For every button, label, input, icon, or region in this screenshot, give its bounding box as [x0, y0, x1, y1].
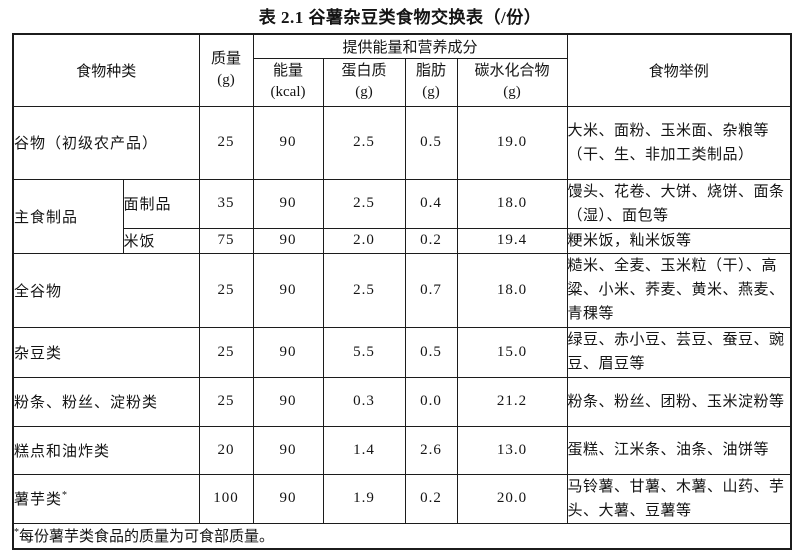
table-row-legumes: 杂豆类 25 90 5.5 0.5 15.0 绿豆、赤小豆、芸豆、蚕豆、豌豆、眉… — [12, 326, 792, 378]
cell-examples: 大米、面粉、玉米面、杂粮等（干、生、非加工类制品） — [566, 105, 792, 180]
table-row-grains: 谷物（初级农产品） 25 90 2.5 0.5 19.0 大米、面粉、玉米面、杂… — [12, 105, 792, 180]
header-carb-name: 碳水化合物 — [474, 63, 550, 79]
header-protein-name: 蛋白质 — [341, 63, 387, 79]
table-row-starch: 粉条、粉丝、淀粉类 25 90 0.3 0.0 21.2 粉条、粉丝、团粉、玉米… — [12, 376, 792, 427]
table-row-tubers: 薯芋类* 100 90 1.9 0.2 20.0 马铃薯、甘薯、木薯、山药、芋头… — [12, 473, 792, 524]
cell-fat: 0.5 — [404, 105, 458, 180]
cell-food-type: 糕点和油炸类 — [12, 425, 200, 475]
header-fat-name: 脂肪 — [416, 63, 447, 79]
header-energy-unit: (kcal) — [270, 84, 306, 100]
cell-mass: 100 — [198, 473, 254, 524]
cell-mass: 20 — [198, 425, 254, 475]
cell-protein: 2.0 — [322, 227, 406, 254]
cell-energy: 90 — [252, 473, 324, 524]
cell-mass: 35 — [198, 178, 254, 229]
cell-mass: 25 — [198, 105, 254, 180]
cell-mass: 25 — [198, 252, 254, 328]
food-exchange-table: 食物种类 质量 (g) 提供能量和营养成分 食物举例 能量 (kcal) 蛋白质… — [12, 33, 793, 550]
cell-protein: 0.3 — [322, 376, 406, 427]
cell-carb: 15.0 — [456, 326, 568, 378]
table-row-staple-flour: 主食制品 面制品 35 90 2.5 0.4 18.0 馒头、花卷、大饼、烧饼、… — [12, 178, 792, 254]
cell-fat: 0.4 — [404, 178, 458, 229]
cell-protein: 2.5 — [322, 252, 406, 328]
table-footer: *每份薯芋类食品的质量为可食部质量。 — [12, 522, 792, 550]
table-body: 谷物（初级农产品） 25 90 2.5 0.5 19.0 大米、面粉、玉米面、杂… — [12, 105, 792, 524]
cell-food-type: 谷物（初级农产品） — [12, 105, 200, 180]
footnote-cell: *每份薯芋类食品的质量为可食部质量。 — [12, 522, 792, 550]
header-fat: 脂肪 (g) — [404, 57, 458, 107]
cell-examples: 粉条、粉丝、团粉、玉米淀粉等 — [566, 376, 792, 427]
header-row-group: 食物种类 质量 (g) 提供能量和营养成分 食物举例 — [12, 33, 792, 107]
cell-fat: 0.2 — [404, 473, 458, 524]
cell-protein: 2.5 — [322, 105, 406, 180]
cell-examples: 蛋糕、江米条、油条、油饼等 — [566, 425, 792, 475]
footnote-ref-marker: * — [62, 490, 69, 501]
cell-carb: 20.0 — [456, 473, 568, 524]
table-row-pastry: 糕点和油炸类 20 90 1.4 2.6 13.0 蛋糕、江米条、油条、油饼等 — [12, 425, 792, 475]
cell-food-group: 主食制品 — [12, 178, 124, 254]
cell-energy: 90 — [252, 326, 324, 378]
cell-carb: 19.4 — [456, 227, 568, 254]
header-nutrition-group: 提供能量和营养成分 — [252, 33, 568, 59]
table-header: 食物种类 质量 (g) 提供能量和营养成分 食物举例 能量 (kcal) 蛋白质… — [12, 33, 792, 107]
table-row-staple-rice: 米饭 75 90 2.0 0.2 19.4 粳米饭，籼米饭等 — [13, 227, 792, 254]
header-protein: 蛋白质 (g) — [322, 57, 406, 107]
footnote-marker: * — [14, 527, 19, 539]
cell-fat: 0.5 — [404, 326, 458, 378]
cell-examples: 糙米、全麦、玉米粒（干）、高粱、小米、荞麦、黄米、燕麦、青稞等 — [566, 252, 792, 328]
cell-fat: 2.6 — [404, 425, 458, 475]
cell-examples: 马铃薯、甘薯、木薯、山药、芋头、大薯、豆薯等 — [566, 473, 792, 524]
cell-energy: 90 — [252, 425, 324, 475]
table-row-wholegrains: 全谷物 25 90 2.5 0.7 18.0 糙米、全麦、玉米粒（干）、高粱、小… — [12, 252, 792, 328]
cell-carb: 19.0 — [456, 105, 568, 180]
cell-examples: 馒头、花卷、大饼、烧饼、面条（湿）、面包等 — [566, 178, 792, 229]
cell-carb: 18.0 — [456, 178, 568, 229]
header-energy-name: 能量 — [273, 63, 304, 79]
footnote-text: 每份薯芋类食品的质量为可食部质量。 — [19, 529, 275, 546]
header-examples: 食物举例 — [566, 33, 792, 107]
cell-protein: 2.5 — [322, 178, 406, 229]
header-mass-unit: (g) — [217, 72, 235, 89]
header-mass: 质量 (g) — [198, 33, 254, 107]
header-carb: 碳水化合物 (g) — [456, 57, 568, 107]
cell-energy: 90 — [252, 105, 324, 180]
cell-examples: 绿豆、赤小豆、芸豆、蚕豆、豌豆、眉豆等 — [566, 326, 792, 378]
header-row-sub: 能量 (kcal) 蛋白质 (g) 脂肪 (g) 碳水化合物 (g) — [13, 57, 791, 107]
header-carb-unit: (g) — [503, 84, 521, 100]
header-food-type: 食物种类 — [12, 33, 200, 107]
cell-protein: 1.9 — [322, 473, 406, 524]
cell-carb: 18.0 — [456, 252, 568, 328]
cell-carb: 21.2 — [456, 376, 568, 427]
cell-energy: 90 — [252, 227, 324, 254]
cell-fat: 0.0 — [404, 376, 458, 427]
cell-energy: 90 — [252, 252, 324, 328]
header-fat-unit: (g) — [422, 84, 440, 100]
cell-examples: 粳米饭，籼米饭等 — [566, 227, 792, 254]
cell-mass: 75 — [198, 227, 254, 254]
table-title: 表 2.1 谷薯杂豆类食物交换表（/份） — [258, 8, 542, 27]
cell-fat: 0.7 — [404, 252, 458, 328]
cell-energy: 90 — [252, 376, 324, 427]
cell-food-type: 杂豆类 — [12, 326, 200, 378]
food-type-text: 薯芋类 — [14, 492, 63, 508]
header-mass-name: 质量 — [211, 51, 242, 68]
cell-protein: 5.5 — [322, 326, 406, 378]
header-energy: 能量 (kcal) — [252, 57, 324, 107]
cell-food-type: 薯芋类* — [12, 473, 200, 524]
cell-protein: 1.4 — [322, 425, 406, 475]
cell-energy: 90 — [252, 178, 324, 229]
cell-mass: 25 — [198, 376, 254, 427]
footnote-row: *每份薯芋类食品的质量为可食部质量。 — [12, 522, 792, 550]
cell-food-type: 全谷物 — [12, 252, 200, 328]
cell-mass: 25 — [198, 326, 254, 378]
cell-fat: 0.2 — [404, 227, 458, 254]
cell-food-type: 面制品 — [122, 178, 200, 229]
header-protein-unit: (g) — [355, 84, 373, 100]
cell-food-type: 粉条、粉丝、淀粉类 — [12, 376, 200, 427]
cell-carb: 13.0 — [456, 425, 568, 475]
cell-food-type: 米饭 — [122, 227, 200, 254]
